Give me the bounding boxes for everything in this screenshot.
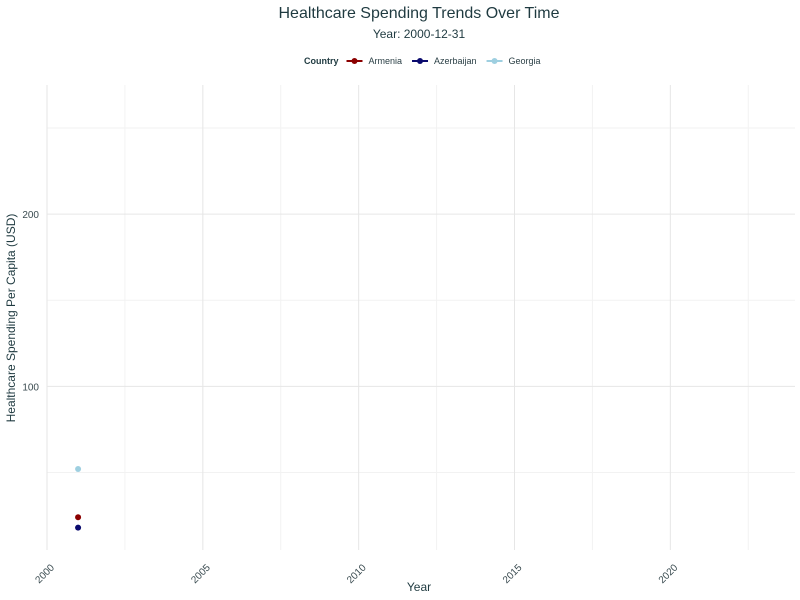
y-tick-label: 100 bbox=[22, 382, 39, 393]
x-tick-label: 2015 bbox=[501, 562, 525, 586]
legend-label-azerbaijan: Azerbaijan bbox=[434, 56, 477, 66]
legend: Country Armenia Azerbaijan Georgia bbox=[304, 56, 541, 66]
y-axis-title: Healthcare Spending Per Capita (USD) bbox=[4, 214, 18, 423]
data-point-georgia bbox=[75, 466, 82, 473]
legend-point-armenia bbox=[351, 58, 358, 64]
data-point-armenia bbox=[75, 514, 82, 521]
legend-label-georgia: Georgia bbox=[509, 56, 541, 66]
legend-title: Country bbox=[304, 56, 339, 66]
x-tick-label: 2005 bbox=[189, 562, 213, 586]
y-tick-label: 200 bbox=[22, 210, 39, 221]
x-tick-label: 2010 bbox=[345, 562, 369, 586]
x-tick-label: 2000 bbox=[33, 562, 57, 586]
legend-point-georgia bbox=[491, 58, 498, 64]
legend-label-armenia: Armenia bbox=[369, 56, 403, 66]
x-axis-title: Year bbox=[407, 580, 431, 594]
data-marks bbox=[75, 466, 82, 531]
x-axis-ticks: 2000 2005 2010 2015 2020 bbox=[33, 562, 680, 586]
y-axis-ticks: 100 200 bbox=[22, 210, 39, 393]
legend-point-azerbaijan bbox=[417, 58, 424, 64]
chart-title: Healthcare Spending Trends Over Time bbox=[278, 5, 559, 22]
grid bbox=[46, 85, 795, 550]
chart-subtitle: Year: 2000-12-31 bbox=[373, 27, 466, 41]
data-point-azerbaijan bbox=[75, 524, 82, 531]
x-tick-label: 2020 bbox=[657, 562, 681, 586]
